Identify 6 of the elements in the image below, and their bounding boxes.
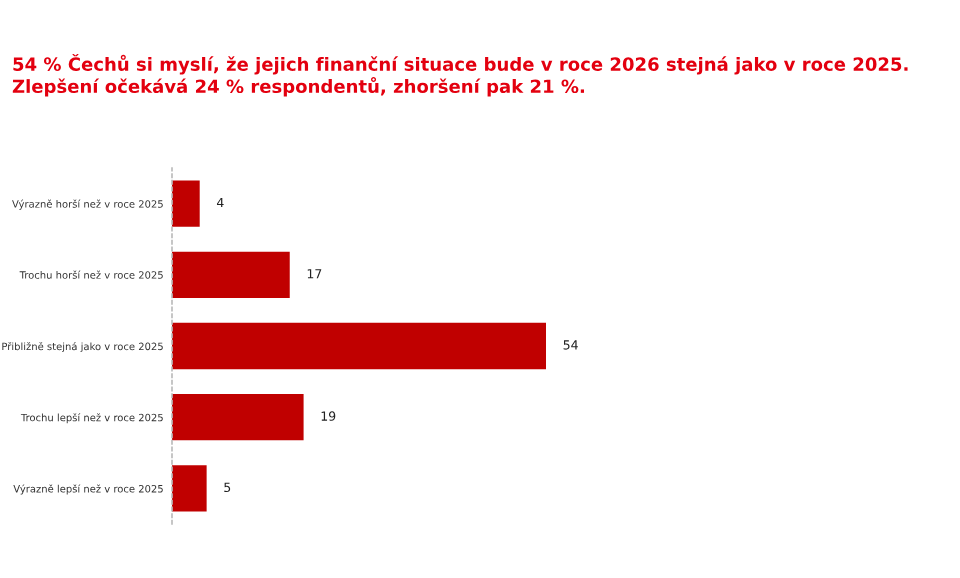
bar [172,322,546,370]
bar [172,394,304,441]
bar [172,251,290,298]
bar [172,465,207,512]
bar [172,180,200,227]
chart-title: 54 % Čechů si myslí, že jejich finanční situace bude v roce 2026 stejná jako v roce 2025. Zlepšení očekává 24 % respondentů, zhoršení pak 21 %. [12,54,908,97]
